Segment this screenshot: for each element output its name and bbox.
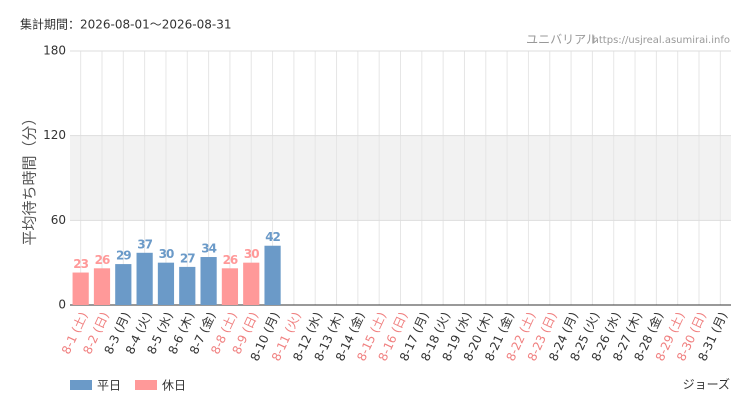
- legend-label: 休日: [162, 379, 186, 393]
- bar: [136, 252, 153, 305]
- value-label: 37: [137, 237, 152, 251]
- value-label: 27: [180, 251, 195, 265]
- attraction: ジョーズ: [683, 377, 730, 392]
- bar: [115, 264, 132, 305]
- y-tick-label: 180: [43, 44, 66, 58]
- url: https://usjreal.asumirai.info: [593, 35, 730, 46]
- source: ユニバリアル: [526, 33, 598, 47]
- bar: [93, 268, 111, 305]
- bar: [72, 272, 89, 305]
- value-label: 26: [95, 253, 110, 267]
- bar: [264, 245, 281, 305]
- bar: [200, 257, 217, 305]
- value-label: 34: [201, 242, 216, 256]
- bar: [157, 262, 175, 305]
- y-axis-title: 平均待ち時間（分）: [21, 110, 39, 245]
- bar: [221, 268, 239, 305]
- y-tick-label: 0: [58, 298, 66, 312]
- period: 集計期間：2026-08-01～2026-08-31: [20, 17, 231, 32]
- value-label: 29: [116, 249, 131, 263]
- y-tick-label: 120: [43, 128, 66, 142]
- value-label: 42: [265, 230, 280, 244]
- value-label: 26: [223, 253, 238, 267]
- value-label: 30: [244, 247, 259, 261]
- legend-swatch: [70, 380, 92, 390]
- bar: [243, 262, 260, 305]
- legend-swatch: [135, 380, 157, 390]
- value-label: 30: [159, 247, 174, 261]
- bar: [179, 266, 196, 305]
- value-label: 23: [73, 257, 88, 271]
- y-tick-label: 60: [51, 213, 66, 227]
- legend-label: 平日: [97, 379, 121, 393]
